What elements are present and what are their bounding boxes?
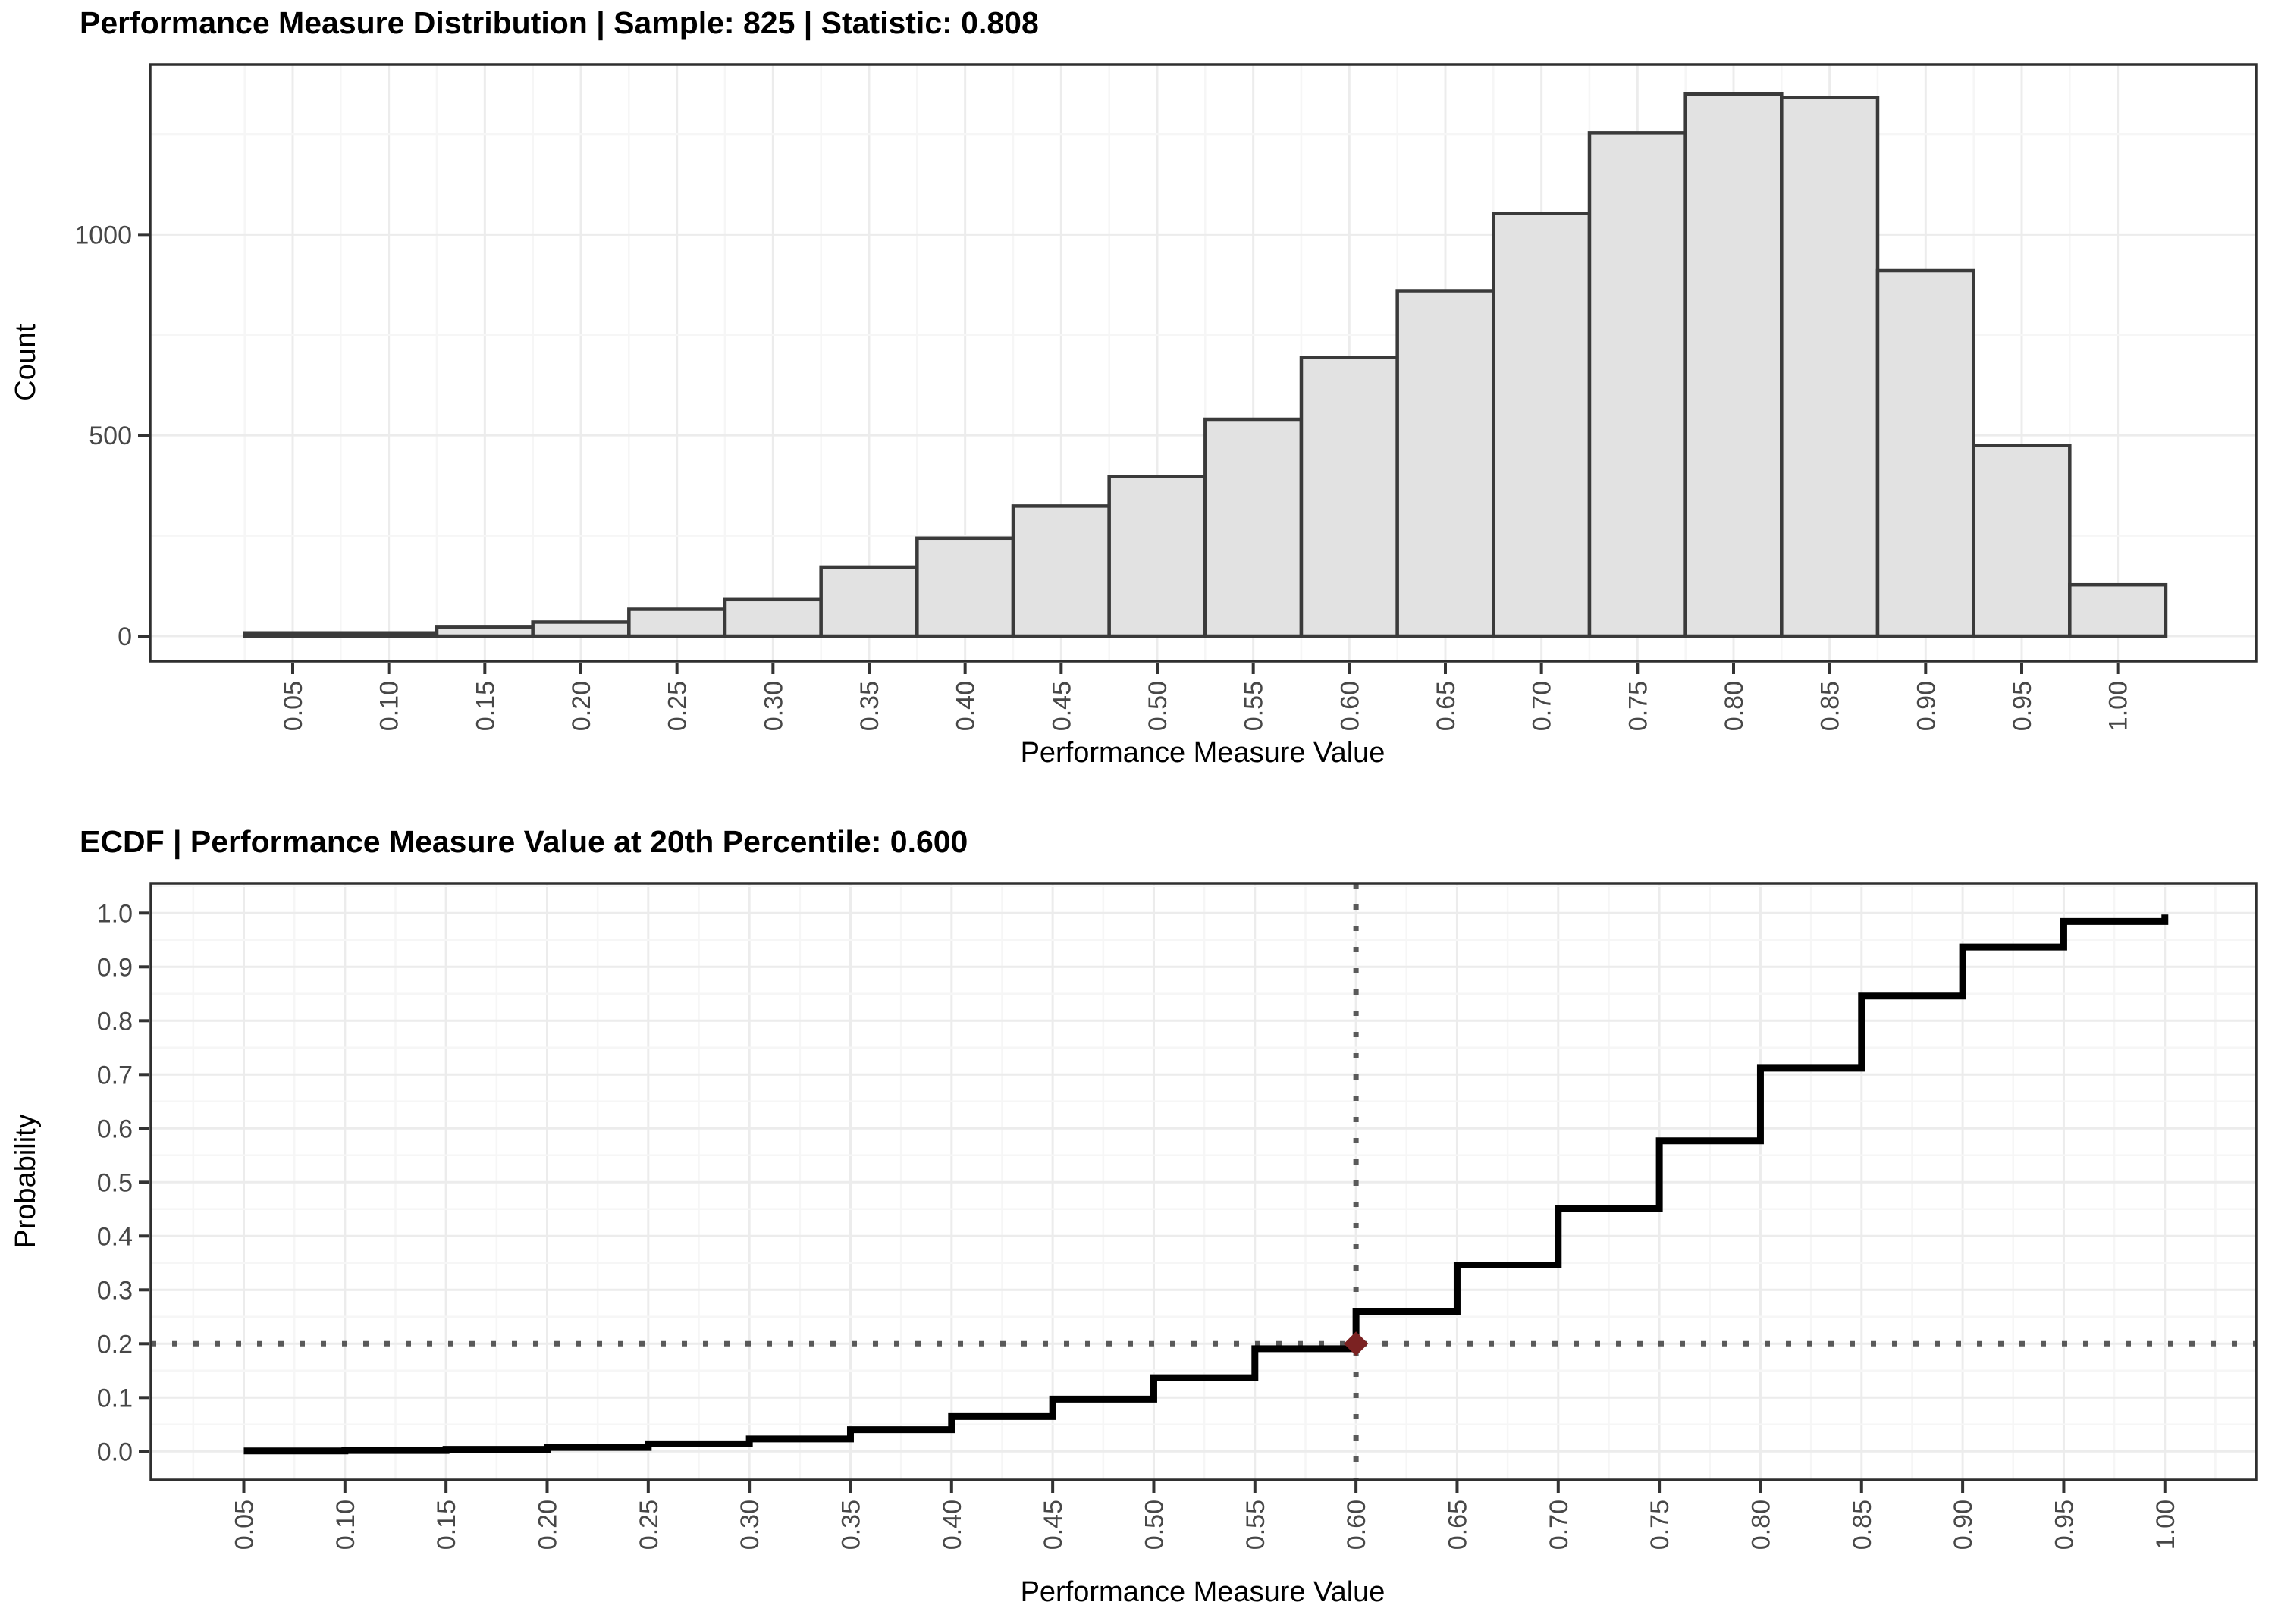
ecdf-x-axis-title: Performance Measure Value: [1021, 1576, 1385, 1608]
x-tick-label: 0.90: [1912, 681, 1941, 731]
histogram-bar: [435, 625, 535, 638]
y-tick-label: 1000: [74, 221, 132, 249]
x-tick-label: 0.70: [1528, 681, 1557, 731]
x-tick-label: 0.20: [533, 1500, 562, 1550]
x-tick-label: 0.45: [1047, 681, 1076, 731]
x-tick-label: 0.35: [836, 1500, 865, 1550]
x-tick-label: 0.60: [1342, 1500, 1371, 1550]
histogram-bar: [339, 631, 439, 638]
y-tick-label: 0.9: [97, 953, 133, 982]
histogram-bars: [243, 92, 2168, 638]
histogram-bar: [1780, 96, 1880, 638]
x-tick-label: 0.35: [855, 681, 884, 731]
y-tick-label: 0.5: [97, 1168, 133, 1197]
y-tick-label: 0.6: [97, 1115, 133, 1143]
x-tick-label: 0.45: [1039, 1500, 1068, 1550]
y-tick-label: 0.8: [97, 1007, 133, 1036]
x-tick-label: 0.50: [1144, 681, 1172, 731]
x-tick-label: 0.30: [736, 1500, 764, 1550]
histogram-bar: [1972, 444, 2072, 638]
ecdf-step-line: [243, 914, 2169, 1455]
x-tick-label: 1.00: [2104, 681, 2133, 731]
ecdf-chart: 0.05 0.10 0.15 0.20 0.25 0.30 0.35 0.40 0.45 0.50…: [10, 824, 2258, 1608]
ecdf-title: ECDF | Performance Measure Value at 20th…: [80, 824, 968, 859]
x-tick-label: 0.15: [432, 1500, 461, 1550]
histogram-chart: 0.05 0.10 0.15 0.20 0.25 0.30 0.35 0.40 0.45 0.50…: [10, 5, 2258, 769]
x-tick-label: 0.70: [1545, 1500, 1574, 1550]
histogram-bar: [1011, 504, 1111, 638]
histogram-bar: [1203, 417, 1304, 638]
histogram-bar: [1107, 475, 1207, 638]
x-tick-label: 0.40: [938, 1500, 967, 1550]
x-tick-label: 0.75: [1646, 1500, 1674, 1550]
histogram-bar: [243, 631, 343, 638]
x-tick-label: 0.95: [2008, 681, 2037, 731]
histogram-bar: [915, 536, 1015, 638]
histogram-bar: [723, 597, 823, 638]
histogram-y-axis-title: Count: [10, 324, 42, 401]
x-tick-label: 0.65: [1443, 1500, 1472, 1550]
x-tick-label: 0.85: [1816, 681, 1845, 731]
x-tick-label: 0.25: [635, 1500, 664, 1550]
ecdf-y-axis-title: Probability: [10, 1114, 42, 1248]
x-tick-label: 0.10: [331, 1500, 360, 1550]
x-tick-label: 0.20: [567, 681, 596, 731]
y-tick-label: 0.4: [97, 1222, 133, 1251]
y-tick-label: 0.3: [97, 1276, 133, 1305]
y-tick-label: 0.2: [97, 1330, 133, 1359]
histogram-bar: [1395, 289, 1495, 638]
y-tick-label: 0.0: [97, 1437, 133, 1466]
x-tick-label: 0.80: [1720, 681, 1749, 731]
x-tick-label: 0.05: [231, 1500, 259, 1550]
y-tick-label: 500: [89, 422, 132, 450]
x-tick-label: 0.10: [375, 681, 404, 731]
histogram-bar: [531, 620, 631, 638]
x-tick-label: 0.80: [1746, 1500, 1775, 1550]
y-tick-label: 0.7: [97, 1061, 133, 1089]
x-tick-label: 0.40: [952, 681, 981, 731]
histogram-plot-area: 0.05 0.10 0.15 0.20 0.25 0.30 0.35 0.40 0.45 0.50…: [74, 63, 2258, 731]
x-tick-label: 0.65: [1432, 681, 1461, 731]
histogram-bar: [1684, 92, 1784, 638]
panel-border: [149, 882, 2258, 1481]
histogram-bar: [627, 607, 727, 638]
histogram-bar: [1587, 131, 1687, 638]
x-tick-label: 0.15: [471, 681, 500, 731]
histogram-title: Performance Measure Distribution | Sampl…: [80, 5, 1039, 40]
x-tick-label: 1.00: [2151, 1500, 2180, 1550]
x-tick-label: 0.95: [2050, 1500, 2079, 1550]
y-tick-label: 0.1: [97, 1384, 133, 1412]
x-tick-label: 0.90: [1949, 1500, 1978, 1550]
panel-border: [149, 63, 2258, 663]
histogram-bar: [819, 565, 919, 638]
y-tick-label: 0: [118, 622, 132, 651]
histogram-bar: [1492, 212, 1592, 638]
x-tick-label: 0.60: [1335, 681, 1364, 731]
histogram-bar: [1299, 356, 1399, 638]
y-tick-label: 1.0: [97, 899, 133, 928]
histogram-bar: [2068, 582, 2168, 638]
x-tick-label: 0.55: [1240, 681, 1269, 731]
x-tick-label: 0.30: [759, 681, 788, 731]
percentile-marker-diamond: [1344, 1331, 1369, 1356]
x-tick-label: 0.75: [1624, 681, 1652, 731]
x-tick-label: 0.55: [1241, 1500, 1270, 1550]
x-tick-label: 0.05: [279, 681, 308, 731]
histogram-x-axis-title: Performance Measure Value: [1021, 737, 1385, 769]
ecdf-plot-area: 0.05 0.10 0.15 0.20 0.25 0.30 0.35 0.40 0.45 0.50…: [97, 882, 2258, 1550]
histogram-bar: [1875, 268, 1975, 638]
x-tick-label: 0.25: [664, 681, 692, 731]
x-tick-label: 0.50: [1140, 1500, 1169, 1550]
x-tick-label: 0.85: [1848, 1500, 1877, 1550]
